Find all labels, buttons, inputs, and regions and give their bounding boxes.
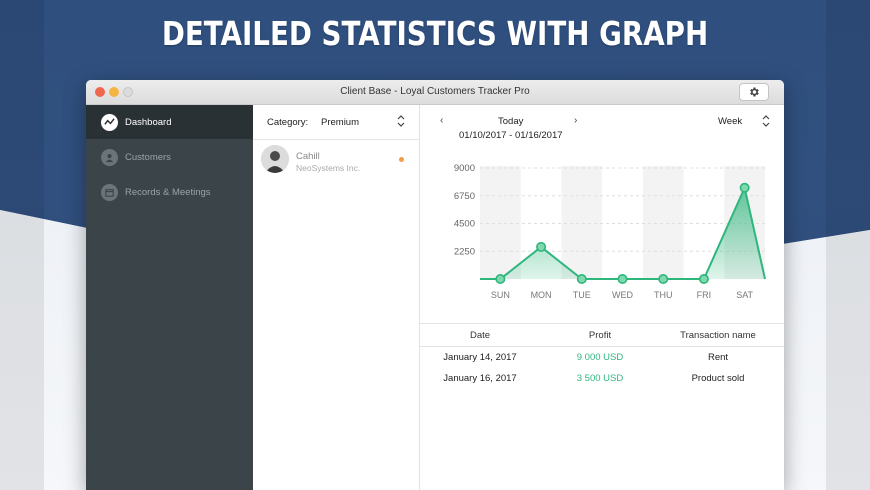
transaction-cell: Rent: [707, 352, 729, 363]
app-window: Client Base - Loyal Customers Tracker Pr…: [86, 80, 784, 490]
category-selector[interactable]: Category: Premium: [253, 105, 419, 140]
data-point: [495, 274, 506, 285]
column-header: Profit: [588, 330, 612, 341]
title-bar: Client Base - Loyal Customers Tracker Pr…: [86, 80, 784, 105]
category-label: Category:: [267, 117, 309, 128]
avatar: [261, 145, 289, 173]
x-tick-label: MON: [531, 290, 552, 300]
sidebar-item-customers[interactable]: Customers: [86, 140, 253, 174]
transaction-cell: Product sold: [691, 373, 745, 384]
gear-icon: [750, 87, 759, 97]
data-point: [658, 274, 669, 285]
x-tick-label: WED: [612, 290, 633, 300]
dashboard-icon: [101, 113, 118, 131]
column-band: [561, 166, 603, 279]
customers-icon: [101, 148, 118, 166]
data-point: [576, 274, 587, 285]
zoom-window-button[interactable]: [123, 87, 133, 97]
y-tick-label: 9000: [454, 163, 475, 174]
x-tick-label: TUE: [573, 290, 591, 300]
category-value: Premium: [321, 117, 360, 128]
right-edge-shade: [826, 0, 870, 490]
calendar-icon: [101, 183, 118, 201]
column-header: Transaction name: [680, 330, 756, 341]
table-row[interactable]: January 16, 2017 3 500 USD Product sold: [420, 368, 784, 389]
y-tick-label: 6750: [454, 191, 475, 202]
close-window-button[interactable]: [95, 87, 105, 97]
column-band: [480, 166, 521, 279]
column-band: [642, 166, 684, 279]
up-down-chevron-icon: [397, 115, 405, 127]
sidebar-item-label: Customers: [125, 151, 171, 163]
sidebar: Dashboard Customers Records & Meetings: [86, 105, 253, 490]
next-period-button[interactable]: ›: [574, 115, 578, 126]
today-button[interactable]: Today: [498, 116, 524, 127]
sidebar-item-records-meetings[interactable]: Records & Meetings: [86, 175, 253, 209]
table-header: Date Profit Transaction name: [420, 323, 784, 347]
data-point: [739, 182, 750, 193]
y-tick-label: 2250: [454, 246, 475, 257]
dashboard-main: ‹ Today › 01/10/2017 - 01/16/2017 Week 2…: [420, 105, 784, 490]
sidebar-item-dashboard[interactable]: Dashboard: [86, 105, 253, 139]
left-edge-shade: [0, 0, 44, 490]
x-tick-label: SUN: [491, 290, 510, 300]
data-point: [698, 274, 709, 285]
x-tick-label: FRI: [697, 290, 712, 300]
y-tick-label: 4500: [454, 219, 475, 230]
data-point: [617, 274, 628, 285]
period-selector[interactable]: Week: [718, 116, 743, 127]
minimize-window-button[interactable]: [109, 87, 119, 97]
contact-company: NeoSystems Inc.: [296, 163, 361, 173]
series-area: [480, 187, 765, 279]
date-cell: January 14, 2017: [443, 352, 517, 363]
list-item[interactable]: Cahill NeoSystems Inc.: [253, 140, 419, 180]
customer-list-pane: Category: Premium Cahill NeoSystems Inc.: [253, 105, 420, 490]
table-row[interactable]: January 14, 2017 9 000 USD Rent: [420, 347, 784, 368]
x-tick-label: THU: [654, 290, 673, 300]
sidebar-item-label: Dashboard: [125, 116, 172, 128]
column-header: Date: [469, 330, 491, 341]
up-down-chevron-icon: [762, 115, 770, 127]
window-title: Client Base - Loyal Customers Tracker Pr…: [340, 86, 530, 97]
x-tick-label: SAT: [736, 290, 753, 300]
profit-cell: 3 500 USD: [576, 373, 624, 384]
status-dot: [399, 157, 404, 162]
banner-headline: DETAILED STATISTICS WITH GRAPH: [161, 14, 709, 53]
date-range: 01/10/2017 - 01/16/2017: [459, 130, 563, 141]
previous-period-button[interactable]: ‹: [440, 115, 444, 126]
profit-cell: 9 000 USD: [576, 352, 624, 363]
profit-chart: 2250 4500 6750 9000 SUN MON TUE WED THU FRI SAT: [454, 163, 766, 300]
sidebar-item-label: Records & Meetings: [125, 186, 211, 198]
data-point: [536, 241, 547, 252]
settings-button[interactable]: [739, 83, 769, 101]
contact-name: Cahill: [296, 151, 320, 162]
date-cell: January 16, 2017: [443, 373, 517, 384]
